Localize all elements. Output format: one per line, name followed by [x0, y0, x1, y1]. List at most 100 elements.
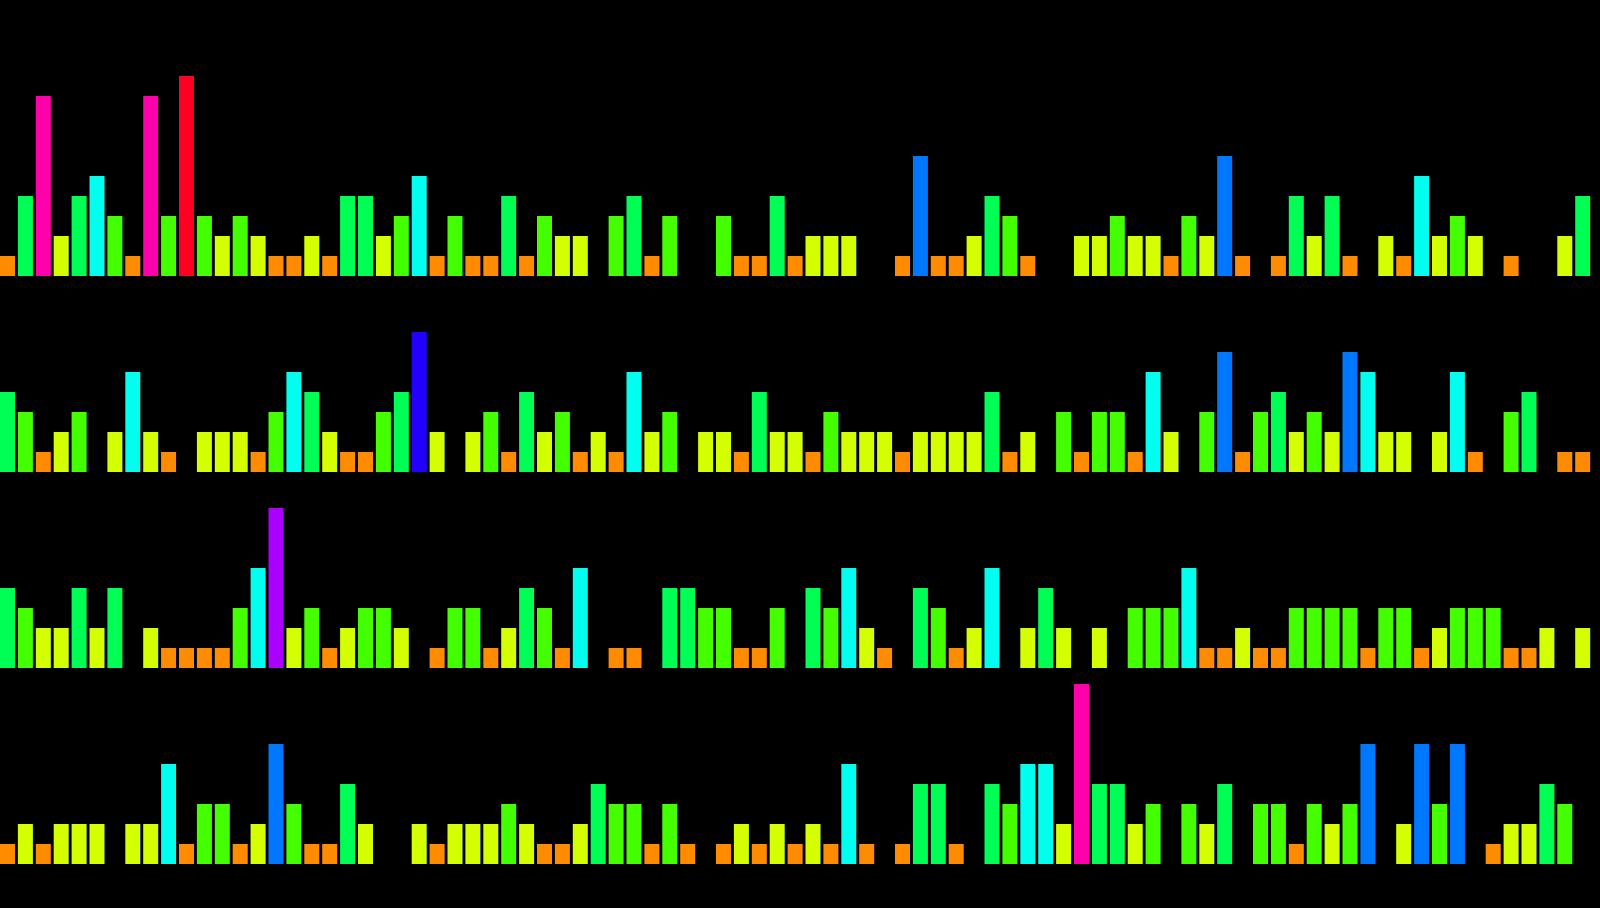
bar: [232, 844, 248, 864]
bar: [1449, 744, 1465, 864]
bar: [519, 256, 535, 276]
bar: [537, 608, 552, 668]
bar: [895, 452, 910, 472]
bar: [1074, 452, 1089, 472]
bar: [358, 196, 373, 276]
bar: [733, 648, 749, 668]
bar: [1432, 432, 1447, 472]
bar: [53, 432, 69, 472]
bar: [340, 196, 356, 276]
bar: [1575, 628, 1591, 668]
bar: [286, 256, 302, 276]
bar: [1521, 648, 1537, 668]
bar: [17, 196, 33, 276]
bar: [71, 196, 87, 276]
bar: [358, 824, 373, 864]
bar: [1199, 412, 1215, 472]
bar: [1127, 824, 1143, 864]
bar: [53, 236, 69, 276]
bar: [501, 452, 517, 472]
bar: [912, 432, 928, 472]
bar: [1020, 628, 1036, 668]
bar: [1235, 452, 1251, 472]
bar: [196, 216, 212, 276]
bar: [71, 588, 87, 668]
bar: [519, 588, 535, 668]
bar: [1485, 844, 1501, 864]
bar: [698, 432, 714, 472]
bar: [1253, 804, 1268, 864]
bar: [1378, 608, 1394, 668]
bar: [1109, 412, 1125, 472]
bar: [1288, 432, 1304, 472]
bar: [537, 216, 552, 276]
bar: [1396, 824, 1412, 864]
bar: [250, 452, 266, 472]
bar: [1074, 684, 1089, 864]
bar: [662, 216, 678, 276]
bar: [805, 452, 821, 472]
bar: [966, 236, 982, 276]
bar: [1020, 256, 1036, 276]
bar: [322, 844, 338, 864]
bar: [35, 628, 51, 668]
bar: [1432, 804, 1447, 864]
bar: [107, 216, 123, 276]
bar: [769, 824, 785, 864]
bar: [1056, 412, 1072, 472]
bar: [1020, 764, 1036, 864]
bar: [232, 432, 248, 472]
bar: [268, 256, 284, 276]
bar: [53, 824, 69, 864]
bar: [179, 844, 194, 864]
bar: [1324, 824, 1340, 864]
bar: [322, 432, 338, 472]
bar: [322, 256, 338, 276]
bar: [1306, 804, 1322, 864]
bar: [483, 412, 499, 472]
bar: [1467, 452, 1483, 472]
bar: [662, 588, 678, 668]
bar: [304, 236, 320, 276]
bar: [680, 588, 696, 668]
bar: [1235, 256, 1251, 276]
bar: [304, 392, 320, 472]
bar: [1056, 824, 1072, 864]
bar: [1467, 608, 1483, 668]
bar: [1002, 452, 1018, 472]
bar: [1575, 196, 1591, 276]
bar: [125, 256, 141, 276]
bar: [877, 648, 893, 668]
bar: [823, 412, 839, 472]
bar: [1074, 236, 1089, 276]
bar: [1396, 432, 1412, 472]
bar: [662, 804, 678, 864]
bar: [930, 784, 946, 864]
bar: [644, 432, 660, 472]
bar: [1521, 392, 1537, 472]
bar: [1288, 196, 1304, 276]
bar: [17, 824, 33, 864]
bar: [554, 236, 570, 276]
bar: [948, 256, 964, 276]
bar: [232, 216, 248, 276]
bar: [1557, 452, 1573, 472]
bar: [161, 216, 177, 276]
bar: [393, 628, 409, 668]
bar: [1539, 628, 1555, 668]
bar: [143, 824, 159, 864]
bar: [1288, 844, 1304, 864]
bar: [572, 824, 588, 864]
bar: [429, 432, 445, 472]
bar: [501, 196, 517, 276]
bar: [912, 784, 928, 864]
bar: [1163, 432, 1179, 472]
bar: [608, 648, 624, 668]
bar: [519, 392, 535, 472]
bar: [143, 628, 159, 668]
bar: [1270, 804, 1286, 864]
bar: [662, 412, 678, 472]
bar: [1270, 256, 1286, 276]
bar: [823, 236, 839, 276]
